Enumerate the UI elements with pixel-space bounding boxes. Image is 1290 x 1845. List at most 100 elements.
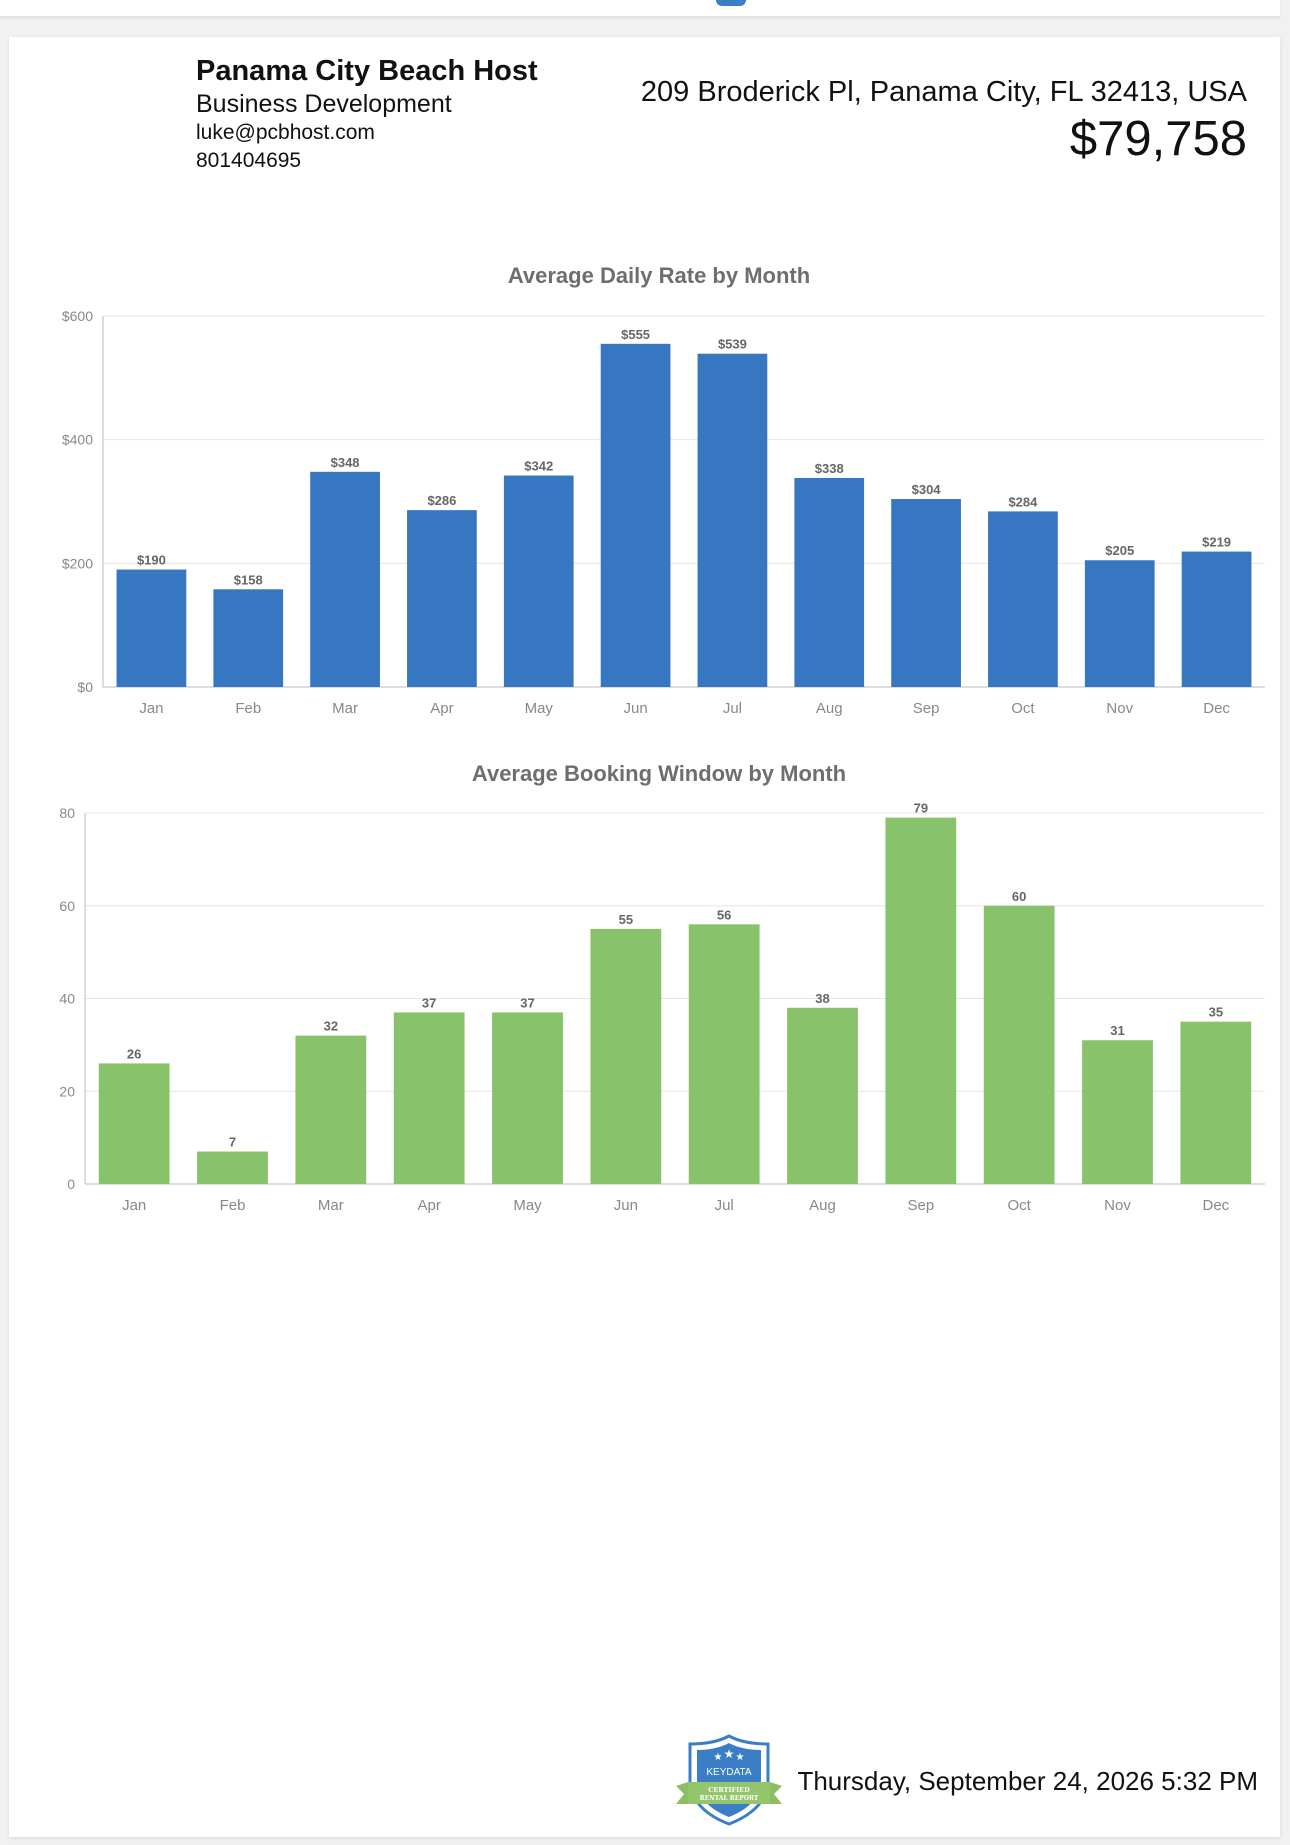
company-name: Panama City Beach Host bbox=[196, 55, 538, 87]
bar bbox=[197, 1151, 268, 1184]
property-block: 209 Broderick Pl, Panama City, FL 32413,… bbox=[641, 74, 1247, 168]
bar-value-label: $205 bbox=[1105, 543, 1134, 558]
x-tick-label: Sep bbox=[913, 700, 940, 717]
x-tick-label: Jul bbox=[715, 1197, 734, 1214]
bar-value-label: 60 bbox=[1012, 889, 1026, 904]
certified-rental-report-badge-icon: ★ ★ ★ KEYDATA CERTIFIED RENTAL REPORT bbox=[676, 1734, 782, 1826]
report-page: Panama City Beach Host Business Developm… bbox=[9, 37, 1280, 1837]
x-tick-label: Jan bbox=[139, 700, 163, 717]
bar bbox=[492, 1012, 563, 1184]
bar bbox=[407, 510, 477, 687]
property-address: 209 Broderick Pl, Panama City, FL 32413,… bbox=[640, 76, 1247, 108]
bar bbox=[787, 1007, 858, 1184]
bar bbox=[600, 343, 671, 687]
svg-text:★: ★ bbox=[736, 1752, 745, 1763]
bar bbox=[1084, 560, 1155, 687]
bar bbox=[116, 569, 187, 687]
property-price: $79,758 bbox=[1069, 112, 1247, 166]
svg-text:★: ★ bbox=[714, 1752, 723, 1763]
chart-title: Average Booking Window by Month bbox=[472, 761, 846, 786]
bar bbox=[794, 478, 865, 687]
bar-value-label: 35 bbox=[1209, 1005, 1223, 1020]
x-tick-label: Sep bbox=[907, 1197, 934, 1214]
previous-page-edge bbox=[0, 0, 1280, 17]
x-tick-label: Oct bbox=[1011, 700, 1035, 717]
x-tick-label: Aug bbox=[816, 700, 843, 717]
svg-text:★: ★ bbox=[724, 1747, 735, 1761]
x-tick-label: Dec bbox=[1203, 700, 1230, 717]
bar bbox=[1180, 1021, 1252, 1184]
bar bbox=[1082, 1040, 1153, 1184]
bar bbox=[310, 471, 380, 687]
bar-value-label: 56 bbox=[717, 907, 731, 922]
bar-value-label: $348 bbox=[331, 455, 360, 470]
bar-value-label: 79 bbox=[914, 801, 928, 816]
bar-value-label: 26 bbox=[127, 1046, 141, 1061]
bar-value-label: 37 bbox=[520, 995, 534, 1010]
bar bbox=[688, 924, 760, 1184]
bar bbox=[213, 589, 284, 687]
x-tick-label: Jun bbox=[614, 1197, 638, 1214]
previous-page-badge-icon bbox=[716, 0, 746, 6]
x-tick-label: Nov bbox=[1106, 700, 1133, 717]
bar-value-label: 37 bbox=[422, 995, 436, 1010]
y-tick-label: $600 bbox=[62, 308, 93, 324]
bar bbox=[983, 905, 1055, 1184]
bar bbox=[988, 511, 1058, 687]
x-tick-label: Dec bbox=[1202, 1197, 1229, 1214]
bar bbox=[295, 1035, 367, 1184]
y-tick-label: 40 bbox=[59, 991, 75, 1007]
bar-value-label: $342 bbox=[524, 459, 553, 474]
bar-value-label: 32 bbox=[324, 1019, 338, 1034]
bar-value-label: 7 bbox=[229, 1135, 236, 1150]
bar-value-label: 38 bbox=[815, 991, 829, 1006]
bar-value-label: $539 bbox=[718, 337, 747, 352]
bar bbox=[503, 475, 574, 687]
bar bbox=[885, 817, 957, 1184]
company-email: luke@pcbhost.com bbox=[196, 121, 375, 144]
x-tick-label: Aug bbox=[809, 1197, 836, 1214]
x-tick-label: Jan bbox=[122, 1197, 146, 1214]
chart-title: Average Daily Rate by Month bbox=[508, 263, 810, 288]
x-tick-label: Apr bbox=[417, 1197, 440, 1214]
bar-value-label: 31 bbox=[1110, 1023, 1124, 1038]
bar bbox=[697, 353, 768, 687]
x-tick-label: May bbox=[525, 700, 554, 717]
bar bbox=[1181, 551, 1252, 687]
bar bbox=[590, 928, 662, 1184]
bar-value-label: $190 bbox=[137, 553, 166, 568]
report-datetime: Thursday, September 24, 2026 5:32 PM bbox=[797, 1766, 1258, 1796]
badge-ribbon-line1: CERTIFIED bbox=[708, 1786, 750, 1794]
y-tick-label: 20 bbox=[59, 1083, 75, 1099]
bar bbox=[393, 1012, 465, 1184]
bar-value-label: 55 bbox=[619, 912, 633, 927]
bar-value-label: $286 bbox=[427, 493, 456, 508]
x-tick-label: Feb bbox=[235, 700, 261, 717]
bar bbox=[98, 1063, 170, 1184]
bar-value-label: $304 bbox=[912, 482, 942, 497]
x-tick-label: Jun bbox=[623, 700, 647, 717]
bar-value-label: $338 bbox=[815, 461, 844, 476]
bar-value-label: $555 bbox=[621, 327, 650, 342]
bar bbox=[891, 499, 961, 687]
x-tick-label: Nov bbox=[1104, 1197, 1131, 1214]
bar-value-label: $219 bbox=[1202, 535, 1231, 550]
y-tick-label: 60 bbox=[59, 898, 75, 914]
company-role: Business Development bbox=[196, 90, 452, 118]
x-tick-label: Feb bbox=[220, 1197, 246, 1214]
bar-value-label: $158 bbox=[234, 572, 263, 587]
y-tick-label: $200 bbox=[62, 555, 93, 571]
x-tick-label: May bbox=[513, 1197, 542, 1214]
adr-chart: Average Daily Rate by Month $0 $200 $400 $60… bbox=[62, 263, 1265, 717]
bar-value-label: $284 bbox=[1008, 494, 1038, 509]
badge-ribbon-line2: RENTAL REPORT bbox=[700, 1795, 759, 1802]
x-tick-label: Apr bbox=[430, 700, 453, 717]
x-tick-label: Jul bbox=[723, 700, 742, 717]
booking-window-chart: Average Booking Window by Month 0 20 40 60 80… bbox=[59, 761, 1265, 1214]
x-tick-label: Mar bbox=[318, 1197, 344, 1214]
y-tick-label: $0 bbox=[77, 679, 93, 695]
company-phone: 801404695 bbox=[196, 149, 302, 172]
badge-text: KEYDATA bbox=[706, 1767, 752, 1778]
y-tick-label: $400 bbox=[62, 432, 93, 448]
x-tick-label: Mar bbox=[332, 700, 358, 717]
